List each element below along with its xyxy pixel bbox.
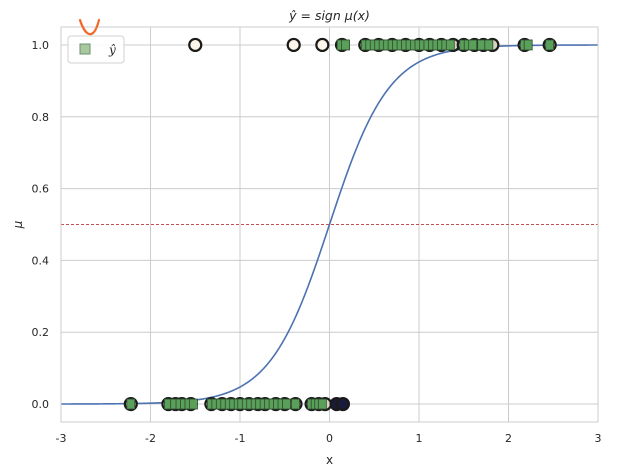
sigmoid-curve — [61, 44, 598, 405]
y-tick-label: 0.6 — [32, 183, 50, 196]
data-point-yhat — [445, 39, 455, 51]
legend: ŷ — [67, 35, 125, 64]
data-point-yhat — [341, 39, 351, 51]
data-point-yhat — [484, 39, 494, 51]
x-tick-label: -2 — [145, 432, 156, 445]
x-tick-label: -3 — [56, 432, 67, 445]
x-tick-label: 1 — [416, 432, 423, 445]
y-tick-label: 0.0 — [32, 398, 50, 411]
sigmoid-curve-layer — [61, 44, 598, 405]
x-tick-label: 0 — [326, 432, 333, 445]
data-point-yhat — [189, 398, 198, 410]
data-point-circle — [315, 37, 330, 53]
plot-frame — [60, 26, 599, 423]
data-point-yhat — [523, 39, 533, 51]
x-tick-label: 2 — [505, 432, 512, 445]
data-points — [123, 37, 557, 412]
tick-labels: -3 -2 -1 0 1 2 3 0.0 0.2 0.4 0.6 0.8 1.0 — [32, 39, 602, 445]
data-point-circle — [335, 396, 351, 412]
y-tick-label: 0.4 — [32, 254, 50, 267]
y-tick-label: 1.0 — [32, 39, 50, 52]
legend-box — [67, 35, 125, 64]
y-tick-label: 0.2 — [32, 326, 50, 339]
x-axis-label: x — [326, 453, 333, 467]
data-point-yhat — [317, 398, 327, 410]
data-point-yhat — [282, 398, 291, 410]
data-point-yhat — [468, 39, 478, 51]
data-point-circle — [188, 37, 203, 53]
y-axis-label: μ — [11, 220, 25, 229]
x-tick-label: -1 — [235, 432, 246, 445]
pen-annotation-mark — [78, 18, 101, 36]
y-tick-label: 0.8 — [32, 111, 50, 124]
chart-title: ŷ = sign μ(x) — [288, 8, 370, 23]
data-point-yhat — [126, 398, 136, 410]
legend-marker — [79, 43, 91, 55]
grid — [60, 27, 599, 422]
x-tick-label: 3 — [595, 432, 602, 445]
data-point-yhat — [545, 39, 555, 51]
data-point-yhat — [291, 398, 300, 410]
legend-label: ŷ — [108, 43, 116, 57]
data-point-circle — [286, 37, 301, 53]
